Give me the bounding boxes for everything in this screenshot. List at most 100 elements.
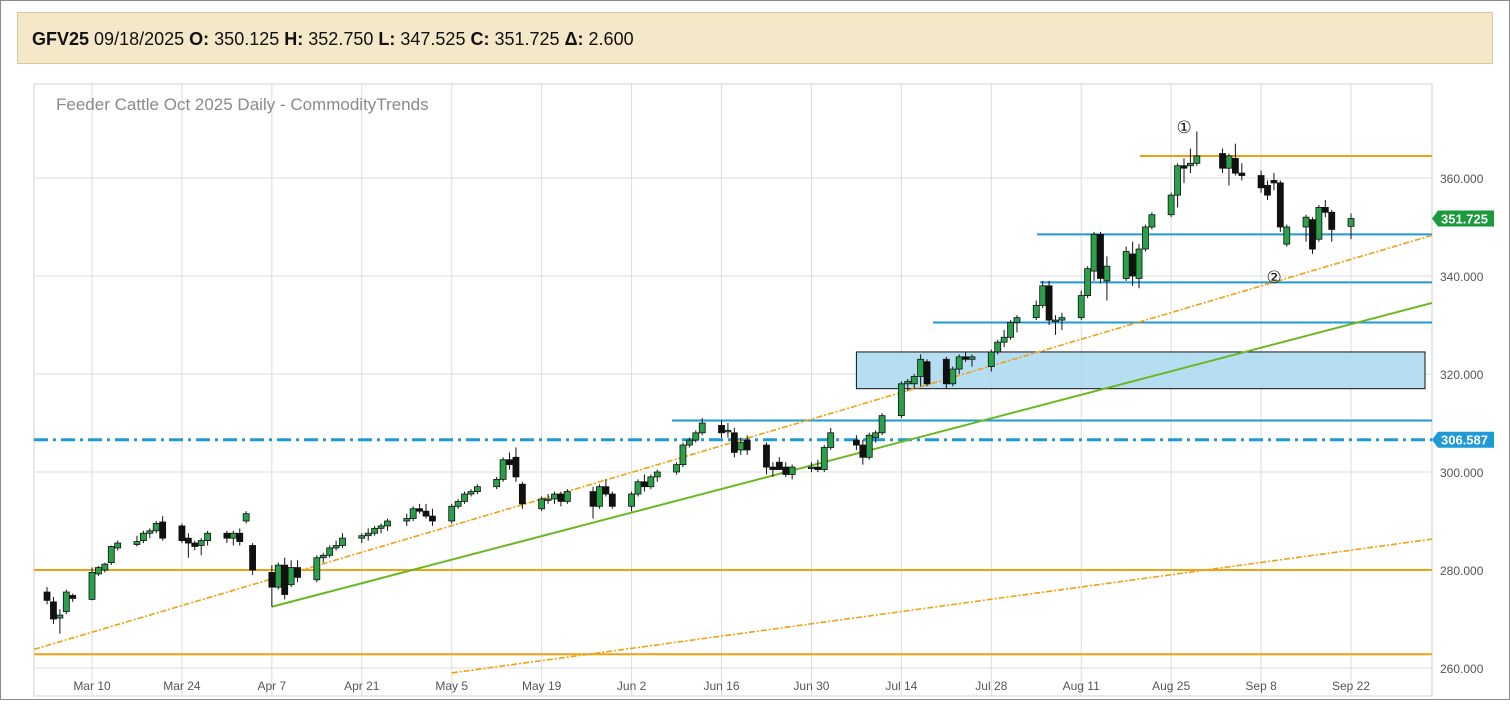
candle-body — [923, 361, 931, 385]
candle-body — [294, 567, 301, 578]
close-value: 351.725 — [494, 29, 560, 49]
candle-body — [544, 498, 552, 501]
candle-body — [191, 542, 199, 547]
candle-body — [152, 523, 160, 532]
horizontal-lines — [34, 154, 1432, 656]
close-label: C: — [470, 29, 490, 49]
candle-body — [718, 425, 725, 434]
candle-body — [551, 493, 558, 500]
y-tick-label: 260.000 — [1440, 662, 1484, 676]
candle-body — [159, 521, 167, 539]
candle-body — [685, 439, 693, 446]
candle-body — [229, 532, 237, 539]
candle-body — [1321, 206, 1329, 213]
candle-body — [416, 508, 423, 512]
y-axis: 260.000 280.000 300.000 320.000 340.000 360.0… — [1440, 172, 1484, 676]
candle-body — [1270, 180, 1278, 184]
candle-body — [1045, 285, 1053, 321]
candle-body — [1142, 226, 1149, 250]
candle-body — [628, 493, 635, 507]
candle-body — [865, 434, 873, 458]
candle-body — [358, 535, 366, 539]
y-tick-label: 280.000 — [1440, 564, 1484, 578]
candle-body — [634, 481, 642, 495]
candle-body — [596, 486, 603, 507]
candle-body — [184, 537, 192, 544]
candle-body — [1257, 175, 1265, 189]
candle-body — [1193, 155, 1201, 164]
candle-body — [1187, 162, 1194, 167]
candle-body — [788, 466, 796, 475]
y-tick-label: 360.000 — [1440, 172, 1484, 186]
y-tick-label: 320.000 — [1440, 368, 1484, 382]
candle-body — [968, 356, 976, 360]
candle-body — [1238, 172, 1246, 176]
price-label-text: 351.725 — [1441, 212, 1488, 227]
candle-body — [608, 493, 616, 507]
y-tick-label: 340.000 — [1440, 270, 1484, 284]
trend-line — [271, 301, 1433, 608]
candles — [43, 131, 1355, 634]
candle-body — [1328, 211, 1336, 230]
candle-body — [955, 356, 963, 370]
price-labels: 351.725 306.587 — [1432, 210, 1494, 448]
high-label: H: — [284, 29, 304, 49]
candle-body — [827, 432, 835, 448]
candle-body — [538, 498, 546, 510]
candle-body — [679, 444, 687, 466]
candle-body — [1309, 219, 1316, 250]
candle-body — [769, 466, 777, 470]
candle-body — [1013, 317, 1021, 323]
change-label: Δ: — [564, 29, 584, 49]
x-tick-label: Sep 8 — [1245, 679, 1277, 693]
candle-body — [557, 493, 565, 502]
price-label-tag — [1432, 431, 1494, 448]
candle-body — [506, 459, 513, 466]
candle-body — [878, 415, 886, 434]
candle-body — [673, 464, 680, 473]
candle-body — [1090, 233, 1098, 272]
candle-body — [1007, 322, 1014, 338]
candle-body — [204, 532, 212, 541]
candle-body — [223, 532, 231, 539]
candle-body — [1315, 206, 1323, 240]
candle-body — [942, 358, 950, 385]
candle-body — [1302, 216, 1310, 228]
wave-annotation: ① — [1177, 118, 1192, 137]
candle-body — [987, 351, 995, 368]
x-tick-label: Mar 10 — [73, 679, 111, 693]
trend-line — [451, 538, 1433, 674]
x-tick-label: May 5 — [435, 679, 468, 693]
candle-body — [512, 456, 520, 478]
candle-body — [43, 591, 51, 601]
candle-body — [917, 358, 925, 377]
candle-body — [95, 567, 102, 575]
candle-body — [602, 486, 610, 495]
candle-body — [274, 564, 282, 588]
candle-body — [698, 422, 706, 434]
candle-body — [1129, 253, 1137, 277]
candle-body — [1039, 285, 1047, 306]
x-tick-label: May 19 — [522, 679, 562, 693]
candle-body — [422, 510, 430, 517]
candle-body — [242, 513, 250, 522]
candle-body — [904, 380, 912, 385]
x-tick-label: Jul 28 — [975, 679, 1007, 693]
change-value: 2.600 — [588, 29, 634, 49]
candle-body — [563, 491, 571, 502]
candle-body — [1122, 251, 1130, 279]
price-label-tag — [1432, 210, 1494, 227]
candle-body — [1084, 268, 1092, 296]
candle-body — [114, 542, 122, 549]
candle-body — [499, 459, 507, 480]
candle-body — [775, 461, 783, 470]
candle-body — [1000, 336, 1008, 343]
candle-body — [1174, 165, 1181, 196]
candle-body — [50, 601, 57, 620]
candle-body — [371, 527, 379, 534]
x-tick-label: Apr 21 — [344, 679, 380, 693]
date-label: 09/18/2025 — [94, 29, 185, 49]
price-label: 306.587 — [1432, 431, 1494, 448]
